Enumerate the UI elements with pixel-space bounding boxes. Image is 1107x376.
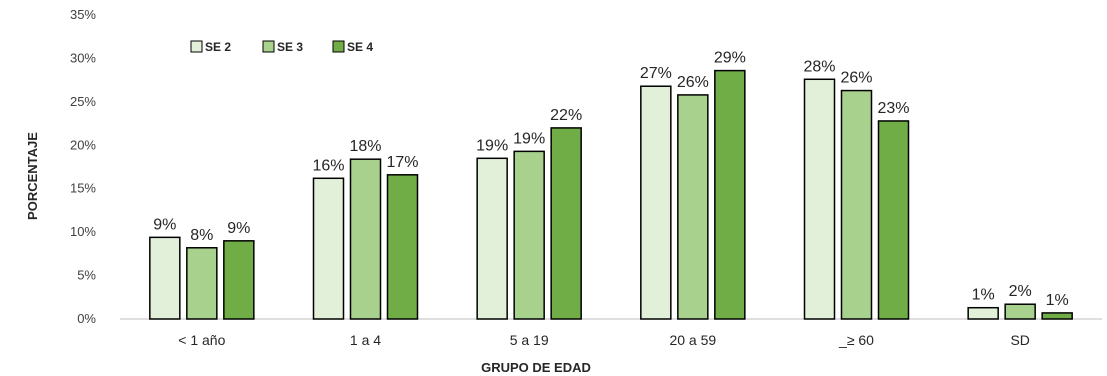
y-tick-label: 20%: [70, 137, 96, 152]
data-label: 9%: [153, 216, 176, 233]
y-axis-ticks: 0% 5% 10% 15% 20% 25% 30% 35%: [70, 7, 96, 326]
data-label: 29%: [714, 50, 746, 67]
data-label: 1%: [972, 287, 995, 304]
bar-se-4: [877, 120, 910, 320]
data-label: 18%: [349, 138, 381, 155]
bar-se-3: [513, 150, 545, 320]
bar-se-4: [714, 69, 746, 320]
y-tick-label: 10%: [70, 224, 96, 239]
category-label: 20 a 59: [669, 332, 716, 348]
legend-swatch: [332, 40, 345, 53]
data-label: 17%: [386, 154, 418, 171]
bar-se-2: [803, 78, 836, 320]
y-tick-label: 35%: [70, 7, 96, 22]
y-tick-label: 15%: [70, 181, 96, 196]
data-label: 23%: [877, 100, 909, 117]
bar-se-2: [476, 157, 508, 320]
data-label: 9%: [227, 220, 250, 237]
category-label: < 1 año: [178, 332, 225, 348]
legend-swatch: [190, 40, 203, 53]
legend-label: SE 2: [205, 40, 231, 54]
data-label: 19%: [513, 130, 545, 147]
y-tick-label: 30%: [70, 50, 96, 65]
bar-se-4: [1041, 312, 1073, 320]
bar-se-4: [223, 240, 255, 320]
bar-se-3: [1004, 303, 1036, 320]
data-label: 26%: [677, 74, 709, 91]
data-label: 28%: [803, 58, 835, 75]
data-labels-group: 9% 8% 9% 16% 18% 17% 19% 19% 22% 27% 26% 29% 28% 26% 2…: [153, 50, 1068, 309]
bar-se-2: [149, 236, 181, 320]
x-axis-title: GRUPO DE EDAD: [481, 360, 591, 375]
legend: SE 2 SE 3 SE 4: [190, 40, 373, 54]
category-label: 5 a 19: [510, 332, 549, 348]
data-label: 1%: [1046, 292, 1069, 309]
data-label: 16%: [312, 157, 344, 174]
data-label: 8%: [190, 227, 213, 244]
category-label: _≥ 60: [838, 332, 874, 348]
bar-se-4: [386, 174, 419, 320]
bar-se-3: [186, 247, 218, 320]
y-tick-label: 0%: [77, 311, 96, 326]
bar-se-2: [312, 177, 345, 320]
y-tick-label: 5%: [77, 268, 96, 283]
bars-group: [149, 69, 1073, 320]
bar-se-2: [640, 85, 672, 320]
bar-se-3: [349, 158, 382, 320]
legend-label: SE 4: [347, 40, 373, 54]
data-label: 27%: [640, 65, 672, 82]
legend-swatch: [262, 40, 275, 53]
bar-se-3: [677, 94, 709, 320]
legend-label: SE 3: [277, 40, 303, 54]
y-axis-title: PORCENTAJE: [25, 132, 40, 220]
y-tick-label: 25%: [70, 94, 96, 109]
data-label: 2%: [1009, 283, 1032, 300]
category-label: 1 a 4: [350, 332, 381, 348]
data-label: 22%: [550, 107, 582, 124]
bar-se-4: [550, 127, 582, 320]
category-label: SD: [1010, 332, 1029, 348]
category-labels: < 1 año 1 a 4 5 a 19 20 a 59 _≥ 60 SD: [178, 332, 1030, 348]
data-label: 26%: [840, 70, 872, 87]
bar-se-3: [840, 89, 873, 320]
data-label: 19%: [476, 137, 508, 154]
bar-se-2: [967, 306, 999, 320]
